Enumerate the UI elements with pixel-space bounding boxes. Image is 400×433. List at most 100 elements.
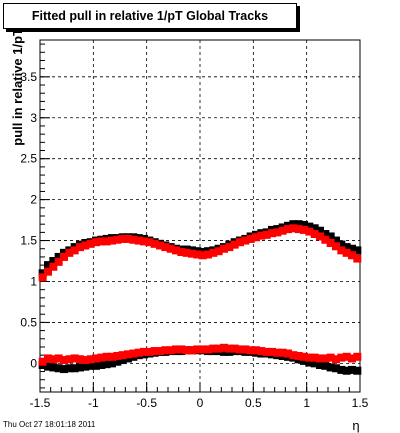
data-point — [65, 364, 74, 373]
data-point — [332, 242, 340, 251]
data-point — [129, 349, 138, 358]
data-point — [38, 273, 47, 282]
data-point — [38, 269, 47, 278]
data-point — [161, 243, 170, 252]
y-tick-label: 1.5 — [20, 234, 37, 248]
x-tick-label: 1.5 — [352, 396, 369, 410]
data-point — [118, 234, 127, 243]
data-point — [246, 346, 255, 355]
data-point — [182, 248, 191, 257]
data-point — [321, 354, 330, 363]
data-point — [65, 248, 74, 257]
data-point — [332, 236, 340, 245]
data-point — [65, 355, 74, 364]
data-point — [60, 356, 68, 365]
data-point — [316, 232, 324, 241]
data-point — [342, 366, 351, 375]
data-point — [326, 353, 335, 362]
x-tick-label: 0 — [197, 396, 204, 410]
data-point — [236, 238, 244, 247]
data-point — [182, 346, 191, 355]
data-point — [161, 346, 170, 355]
data-series — [38, 220, 362, 375]
data-point — [257, 347, 266, 356]
data-point — [252, 346, 260, 355]
data-point — [44, 261, 52, 270]
data-point — [300, 221, 308, 230]
data-point — [241, 345, 250, 354]
data-point — [273, 228, 282, 237]
data-point — [268, 229, 276, 238]
data-point — [294, 220, 303, 229]
data-point — [166, 346, 175, 355]
data-point — [70, 364, 79, 373]
data-point — [124, 350, 132, 359]
series-3 — [38, 343, 362, 366]
data-point — [70, 246, 79, 255]
data-point — [262, 347, 271, 356]
data-point — [262, 230, 271, 239]
data-point — [300, 352, 308, 361]
data-point — [44, 362, 52, 371]
data-point — [337, 246, 346, 255]
data-point — [70, 354, 79, 363]
data-point — [348, 365, 356, 374]
data-point — [198, 345, 207, 354]
data-point — [86, 239, 95, 248]
data-point — [86, 355, 95, 364]
data-point — [54, 257, 63, 266]
data-point — [289, 351, 298, 360]
data-point — [108, 236, 116, 245]
data-point — [337, 353, 346, 362]
data-point — [86, 361, 95, 370]
data-point — [305, 358, 314, 367]
data-point — [294, 225, 303, 234]
data-point — [60, 248, 68, 257]
data-point — [54, 364, 63, 373]
data-point — [44, 354, 52, 363]
data-point — [230, 240, 239, 249]
data-point — [204, 250, 212, 259]
data-point — [353, 366, 362, 375]
data-point — [76, 243, 84, 252]
data-point — [310, 230, 319, 239]
chart-title: Fitted pull in relative 1/pT Global Trac… — [3, 3, 297, 29]
data-point — [246, 234, 255, 243]
data-point — [81, 362, 90, 371]
data-point — [300, 225, 308, 234]
data-point — [300, 356, 308, 365]
data-point — [92, 361, 100, 370]
data-point — [102, 352, 111, 361]
x-tick-label: -0.5 — [136, 396, 157, 410]
data-point — [145, 347, 154, 356]
data-point — [273, 348, 282, 357]
data-point — [230, 344, 239, 353]
data-point — [321, 230, 330, 239]
data-point — [342, 352, 351, 361]
axis-tick-labels: -1.5 -1 -0.5 0 0.5 1 1.5 0 0.5 1 1.5 2 2.5 3 3.5 — [20, 70, 368, 410]
data-point — [60, 252, 68, 261]
y-tick-label: 3 — [30, 111, 37, 125]
data-point — [321, 235, 330, 244]
data-point — [108, 352, 116, 361]
data-point — [49, 363, 58, 372]
data-point — [342, 243, 351, 252]
data-point — [113, 357, 122, 366]
data-point — [150, 347, 159, 356]
data-point — [337, 365, 346, 374]
data-point — [241, 236, 250, 245]
data-point — [118, 351, 127, 360]
data-point — [348, 354, 356, 363]
data-point — [337, 240, 346, 249]
data-point — [220, 244, 228, 253]
data-point — [289, 220, 298, 229]
y-tick-label: 3.5 — [20, 70, 37, 84]
data-point — [316, 354, 324, 363]
data-point — [124, 354, 132, 363]
axis-ticks — [39, 43, 361, 392]
data-point — [348, 244, 356, 253]
data-point — [60, 365, 68, 374]
data-point — [252, 233, 260, 242]
data-point — [305, 353, 314, 362]
